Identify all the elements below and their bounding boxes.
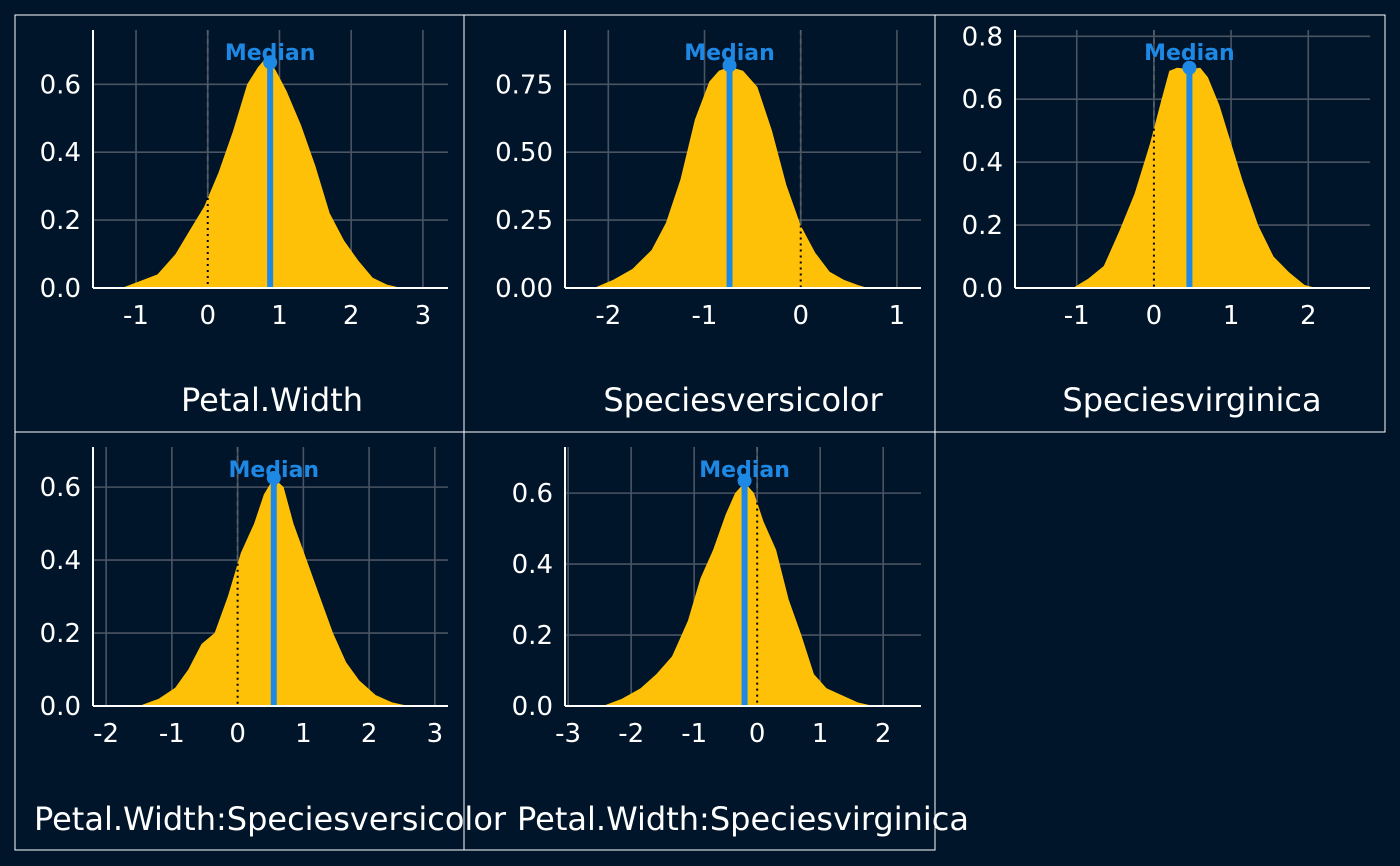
x-axis-title: Speciesversicolor: [603, 381, 883, 419]
median-label: Median: [684, 41, 775, 66]
x-axis-title: Petal.Width: [181, 381, 363, 419]
x-tick-label: 2: [1300, 301, 1317, 331]
y-tick-label: 0.6: [962, 85, 1003, 115]
chart-panel-5: Median -3 -2 -1 0 1 2 0.0 0.2 0.4 0.6 Petal.Width:S…: [463, 431, 969, 851]
median-point: [1182, 60, 1197, 75]
y-tick-label: 0.00: [495, 274, 553, 304]
x-tick-label: 1: [812, 719, 829, 749]
y-tick-label: 0.6: [40, 473, 81, 503]
panel-border: [463, 431, 936, 851]
y-tick-label: 0.6: [40, 70, 81, 100]
x-axis-title: Petal.Width:Speciesversicolor: [34, 800, 507, 838]
median-point: [263, 55, 278, 70]
median-point: [722, 58, 737, 73]
density-area: [1072, 67, 1316, 288]
x-tick-label: 1: [1223, 301, 1240, 331]
y-tick-label: 0.4: [962, 148, 1003, 178]
x-tick-label: -2: [93, 719, 119, 749]
panel-border: [934, 14, 1386, 433]
y-tick-label: 0.2: [40, 619, 81, 649]
y-tick-label: 0.0: [962, 274, 1003, 304]
y-tick-label: 0.8: [962, 22, 1003, 52]
y-tick-label: 0.4: [40, 546, 81, 576]
x-tick-label: -3: [555, 719, 581, 749]
density-area: [602, 482, 874, 706]
chart-panel-2: Median -2 -1 0 1 0.00 0.25 0.50 0.75 Speciesversi…: [463, 14, 936, 433]
x-axis-title: Speciesvirginica: [1062, 381, 1321, 419]
x-tick-label: 1: [271, 301, 288, 331]
median-label: Median: [228, 458, 319, 483]
chart-panel-1: Median -1 0 1 2 3 0.0 0.2 0.4 0.6 Petal.Width: [14, 14, 465, 433]
y-tick-label: 0.0: [512, 692, 553, 722]
y-tick-label: 0.25: [495, 206, 553, 236]
x-tick-label: -1: [159, 719, 185, 749]
y-tick-label: 0.2: [512, 621, 553, 651]
x-tick-label: 1: [295, 719, 312, 749]
x-tick-label: 0: [749, 719, 766, 749]
x-tick-label: 0: [199, 301, 216, 331]
y-tick-label: 0.6: [512, 479, 553, 509]
median-label: Median: [225, 41, 316, 66]
x-tick-label: 0: [1146, 301, 1163, 331]
x-tick-label: -1: [681, 719, 707, 749]
y-tick-label: 0.4: [512, 550, 553, 580]
median-label: Median: [699, 458, 790, 483]
x-tick-label: 2: [343, 301, 360, 331]
chart-panel-3: Median -1 0 1 2 0.0 0.2 0.4 0.6 0.8 Speciesvirgini…: [934, 14, 1386, 433]
x-tick-label: 2: [361, 719, 378, 749]
y-tick-label: 0.2: [40, 206, 81, 236]
x-tick-label: 3: [427, 719, 444, 749]
x-tick-label: 0: [229, 719, 246, 749]
x-tick-label: -2: [595, 301, 621, 331]
x-tick-label: -1: [692, 301, 718, 331]
x-tick-label: 3: [415, 301, 432, 331]
x-tick-label: 1: [889, 301, 906, 331]
y-tick-label: 0.0: [40, 692, 81, 722]
x-tick-label: -1: [123, 301, 149, 331]
density-area: [121, 58, 402, 289]
x-tick-label: 0: [792, 301, 809, 331]
x-tick-label: -1: [1064, 301, 1090, 331]
y-tick-label: 0.2: [962, 211, 1003, 241]
x-axis-title: Petal.Width:Speciesvirginica: [517, 800, 969, 838]
y-tick-label: 0.0: [40, 274, 81, 304]
y-tick-label: 0.75: [495, 70, 553, 100]
y-tick-label: 0.4: [40, 138, 81, 168]
chart-panel-4: Median -2 -1 0 1 2 3 0.0 0.2 0.4 0.6 Petal.Width:Sp…: [14, 431, 507, 851]
x-tick-label: -2: [618, 719, 644, 749]
median-point: [737, 473, 752, 488]
median-label: Median: [1144, 41, 1235, 66]
y-tick-label: 0.50: [495, 138, 553, 168]
median-point: [266, 471, 281, 486]
x-tick-label: 2: [875, 719, 892, 749]
